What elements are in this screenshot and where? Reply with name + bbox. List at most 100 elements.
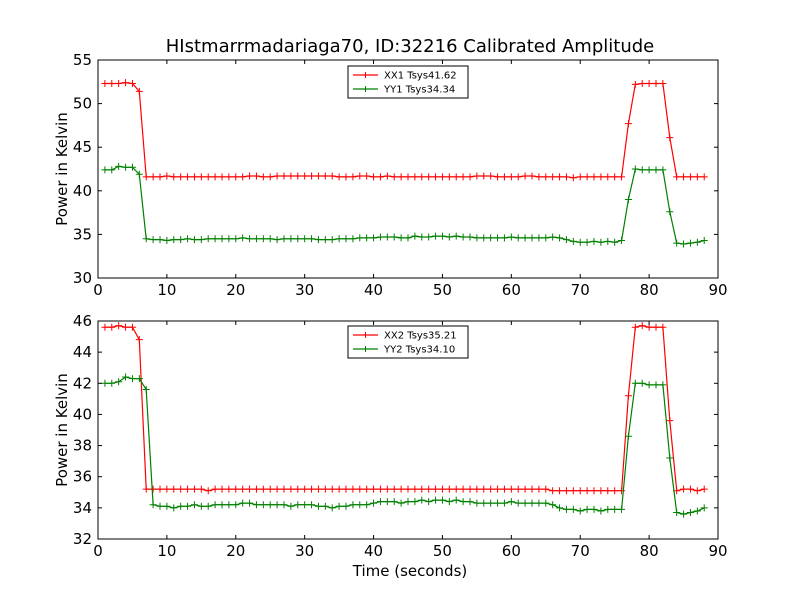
data-point <box>576 507 584 515</box>
data-point <box>370 234 378 242</box>
data-point <box>342 173 350 181</box>
data-point <box>280 485 288 493</box>
y-axis-label: Power in Kelvin <box>53 373 71 487</box>
data-point <box>631 379 639 387</box>
data-point <box>521 485 529 493</box>
data-point <box>611 238 619 246</box>
data-point <box>128 375 136 383</box>
data-point <box>659 166 667 174</box>
data-point <box>294 235 302 243</box>
data-point <box>666 417 674 425</box>
data-point <box>569 487 577 495</box>
data-point <box>280 172 288 180</box>
data-point <box>521 499 529 507</box>
data-point <box>404 173 412 181</box>
data-point <box>101 323 109 331</box>
data-point <box>314 485 322 493</box>
data-point <box>562 505 570 513</box>
data-point <box>101 166 109 174</box>
data-point <box>190 173 198 181</box>
data-point <box>232 173 240 181</box>
data-point <box>590 237 598 245</box>
data-point <box>638 379 646 387</box>
y-tick-label: 32 <box>73 530 92 548</box>
x-tick-label: 70 <box>571 542 590 560</box>
data-point <box>659 80 667 88</box>
data-point <box>466 173 474 181</box>
data-point <box>204 235 212 243</box>
data-point <box>128 163 136 171</box>
data-point <box>177 173 185 181</box>
data-point <box>266 485 274 493</box>
data-point <box>184 485 192 493</box>
data-point <box>370 499 378 507</box>
data-point <box>445 233 453 241</box>
data-point <box>494 485 502 493</box>
data-point <box>363 485 371 493</box>
data-point <box>287 485 295 493</box>
data-point <box>218 501 226 509</box>
data-point <box>321 502 329 510</box>
data-point <box>225 485 233 493</box>
x-tick-label: 60 <box>502 542 521 560</box>
data-point <box>211 235 219 243</box>
data-point <box>328 504 336 512</box>
data-point <box>418 496 426 504</box>
chart-title: HIstmarrmadariaga70, ID:32216 Calibrated… <box>166 36 654 57</box>
data-point <box>308 501 316 509</box>
data-point <box>328 236 336 244</box>
data-point <box>542 173 550 181</box>
data-point <box>177 502 185 510</box>
data-point <box>438 485 446 493</box>
data-point <box>618 237 626 245</box>
data-point <box>259 485 267 493</box>
y-tick-label: 36 <box>73 468 92 486</box>
data-point <box>115 80 123 88</box>
data-point <box>108 379 116 387</box>
data-point <box>459 485 467 493</box>
data-point <box>487 485 495 493</box>
y-tick-label: 45 <box>73 138 92 156</box>
x-tick-label: 20 <box>226 281 245 299</box>
data-point <box>252 485 260 493</box>
data-point <box>390 173 398 181</box>
y-tick-label: 40 <box>73 405 92 423</box>
data-point <box>597 507 605 515</box>
y-tick-label: 35 <box>73 225 92 243</box>
data-point <box>411 498 419 506</box>
top-subplot: 0 10 20 30 40 50 60 70 80 90 30 35 40 45 50 55 Power in … <box>53 51 728 299</box>
data-point <box>108 323 116 331</box>
data-point <box>135 375 143 383</box>
data-point <box>652 381 660 389</box>
data-point <box>466 498 474 506</box>
x-tick-label: 80 <box>640 281 659 299</box>
data-point <box>349 235 357 243</box>
data-point <box>604 487 612 495</box>
data-point <box>287 502 295 510</box>
data-point <box>542 499 550 507</box>
data-point <box>328 485 336 493</box>
data-point <box>363 234 371 242</box>
data-point <box>225 501 233 509</box>
data-point <box>549 233 557 241</box>
data-point <box>376 173 384 181</box>
data-point <box>321 485 329 493</box>
data-point <box>432 232 440 240</box>
data-point <box>680 510 688 518</box>
data-point <box>246 499 254 507</box>
data-point <box>170 504 178 512</box>
data-point <box>156 236 164 244</box>
data-point <box>232 235 240 243</box>
data-point <box>342 485 350 493</box>
data-point <box>252 235 260 243</box>
data-point <box>535 499 543 507</box>
data-point <box>266 235 274 243</box>
x-tick-label: 70 <box>571 281 590 299</box>
data-point <box>631 165 639 173</box>
data-point <box>686 509 694 517</box>
data-point <box>473 172 481 180</box>
data-point <box>101 379 109 387</box>
data-point <box>480 485 488 493</box>
data-point <box>335 485 343 493</box>
